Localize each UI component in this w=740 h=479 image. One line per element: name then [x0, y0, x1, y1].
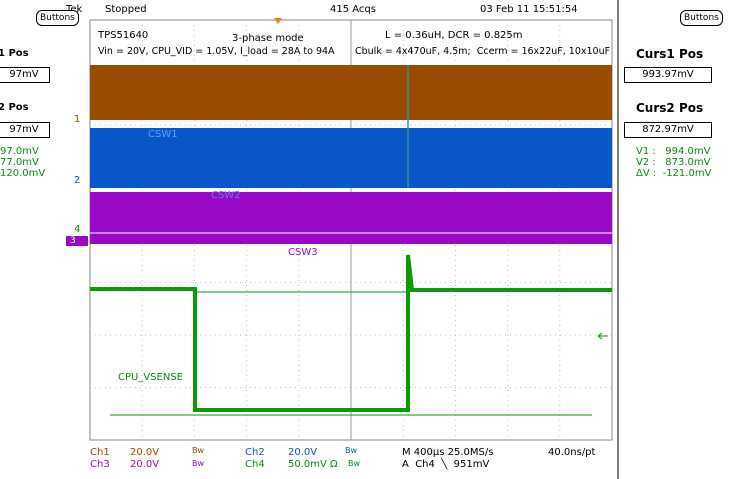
- readout: 77.0mV: [0, 157, 39, 168]
- ch4-marker: 4: [74, 224, 81, 235]
- ch1-label: CSW1: [148, 129, 178, 140]
- ch2-label: CSW2: [211, 190, 241, 201]
- caps: Cbulk = 4x470uF, 4.5m; Ccerm = 16x22uF, …: [355, 46, 611, 57]
- timestamp: 03 Feb 11 15:51:54: [480, 4, 578, 15]
- ch4-label: CPU_VSENSE: [118, 372, 183, 383]
- ch1-marker: 1: [74, 114, 81, 125]
- buttons-button[interactable]: Buttons: [36, 10, 79, 26]
- status: 40.0ns/pt: [548, 447, 596, 458]
- ch1-trace: [90, 65, 612, 120]
- curs1-value: 993.97mV: [624, 67, 712, 83]
- curs2-title: Curs2 Pos: [636, 101, 704, 115]
- status: Bw: [348, 459, 361, 468]
- device: TPS51640: [98, 30, 149, 41]
- curs2-value: 97mV: [0, 122, 50, 138]
- readout: V2 : 873.0mV: [636, 157, 711, 168]
- ch3-marker-box: [66, 236, 88, 246]
- acquisitions: 415 Acqs: [330, 4, 376, 15]
- curs1-title: 1 Pos: [0, 48, 29, 59]
- status: Ch2: [245, 447, 265, 458]
- ch2-marker: 2: [74, 175, 81, 186]
- inductor: L = 0.36uH, DCR = 0.825m: [385, 30, 523, 41]
- curs2-value: 872.97mV: [624, 122, 712, 138]
- status: 20.0V: [130, 459, 160, 470]
- status: Ch3: [90, 459, 110, 470]
- readout: ΔV : -121.0mV: [636, 168, 712, 179]
- status: A Ch4 ╲ 951mV: [402, 459, 490, 470]
- ch3-trace: [90, 192, 612, 244]
- status: Bw: [345, 446, 358, 455]
- status: Bw: [192, 459, 205, 468]
- mode: 3-phase mode: [232, 33, 304, 44]
- status: Bw: [192, 446, 205, 455]
- buttons-button[interactable]: Buttons: [680, 10, 723, 26]
- status: 20.0V: [130, 447, 160, 458]
- readout: V1 : 994.0mV: [636, 146, 711, 157]
- brand: Tek: [66, 4, 82, 16]
- trigger-marker: [274, 18, 282, 24]
- readout: 120.0mV: [0, 168, 46, 179]
- status: 20.0V: [288, 447, 318, 458]
- status: 50.0mV Ω: [288, 459, 338, 470]
- ch2-trace: [90, 128, 612, 188]
- conditions: Vin = 20V, CPU_VID = 1.05V, I_load = 28A…: [98, 46, 335, 57]
- status: M 400µs 25.0MS/s: [402, 447, 494, 458]
- curs1-title: Curs1 Pos: [636, 47, 704, 61]
- state: Stopped: [105, 4, 147, 15]
- ch3-label: CSW3: [288, 247, 318, 258]
- curs1-value: 97mV: [0, 67, 50, 83]
- curs2-title: 2 Pos: [0, 102, 29, 113]
- ch3-marker: 3: [70, 236, 76, 246]
- trigger-level: [597, 332, 608, 340]
- readout: 97.0mV: [0, 146, 39, 157]
- ch4-trace: [90, 254, 612, 412]
- status: Ch4: [245, 459, 265, 470]
- status: Ch1: [90, 447, 110, 458]
